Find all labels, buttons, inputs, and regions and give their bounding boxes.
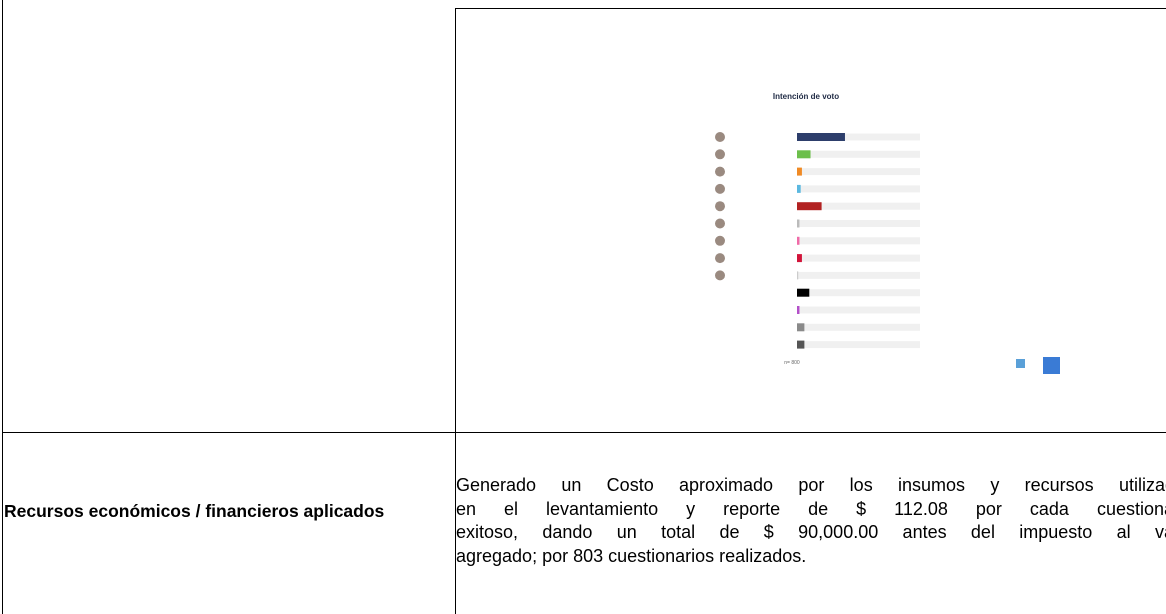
bar bbox=[797, 341, 804, 349]
avatar bbox=[715, 219, 725, 229]
bar-track bbox=[797, 151, 920, 158]
paragraph: Generado un Costo aproximado por los ins… bbox=[456, 474, 1166, 568]
avatar bbox=[715, 270, 725, 280]
bar-track bbox=[797, 237, 920, 244]
bar bbox=[797, 237, 799, 245]
document: Intención de voto n= 800 Recursos económ… bbox=[0, 0, 1166, 614]
page: Intención de voto n= 800 Recursos económ… bbox=[0, 0, 1166, 614]
chart-note: n= 800 bbox=[784, 360, 800, 366]
bar-track bbox=[797, 185, 920, 192]
bar-track bbox=[797, 307, 920, 314]
bar bbox=[797, 220, 799, 228]
bar-track bbox=[797, 289, 920, 296]
chart-title: Intención de voto bbox=[773, 92, 839, 101]
avatar bbox=[715, 167, 725, 177]
bar bbox=[797, 289, 809, 297]
bar bbox=[797, 133, 845, 141]
bar-track bbox=[797, 255, 920, 262]
avatar bbox=[715, 201, 725, 211]
bar bbox=[797, 202, 822, 210]
chart: Intención de voto n= 800 bbox=[456, 9, 1156, 429]
border bbox=[2, 0, 3, 614]
bar bbox=[797, 323, 804, 331]
bar bbox=[797, 150, 811, 158]
avatar bbox=[715, 253, 725, 263]
avatar bbox=[715, 132, 725, 142]
bar bbox=[797, 168, 802, 176]
bar-track bbox=[797, 220, 920, 227]
bar bbox=[797, 306, 799, 314]
bar-track bbox=[797, 324, 920, 331]
text-line: exitoso, dando un total de $ 90,000.00 a… bbox=[456, 521, 1166, 545]
bar-track bbox=[797, 341, 920, 348]
logo bbox=[1016, 359, 1025, 368]
bar-track bbox=[797, 168, 920, 175]
avatar bbox=[715, 184, 725, 194]
row-label: Recursos económicos / financieros aplica… bbox=[4, 500, 444, 522]
text-line: agregado; por 803 cuestionarios realizad… bbox=[456, 545, 1166, 569]
avatar bbox=[715, 236, 725, 246]
avatar bbox=[715, 149, 725, 159]
bar-track bbox=[797, 272, 920, 279]
bar bbox=[797, 185, 801, 193]
bar bbox=[797, 271, 798, 279]
bar bbox=[797, 254, 802, 262]
logo bbox=[1043, 357, 1060, 374]
border bbox=[2, 432, 1166, 433]
text-line: en el levantamiento y reporte de $ 112.0… bbox=[456, 498, 1166, 522]
text-line: Generado un Costo aproximado por los ins… bbox=[456, 474, 1166, 498]
